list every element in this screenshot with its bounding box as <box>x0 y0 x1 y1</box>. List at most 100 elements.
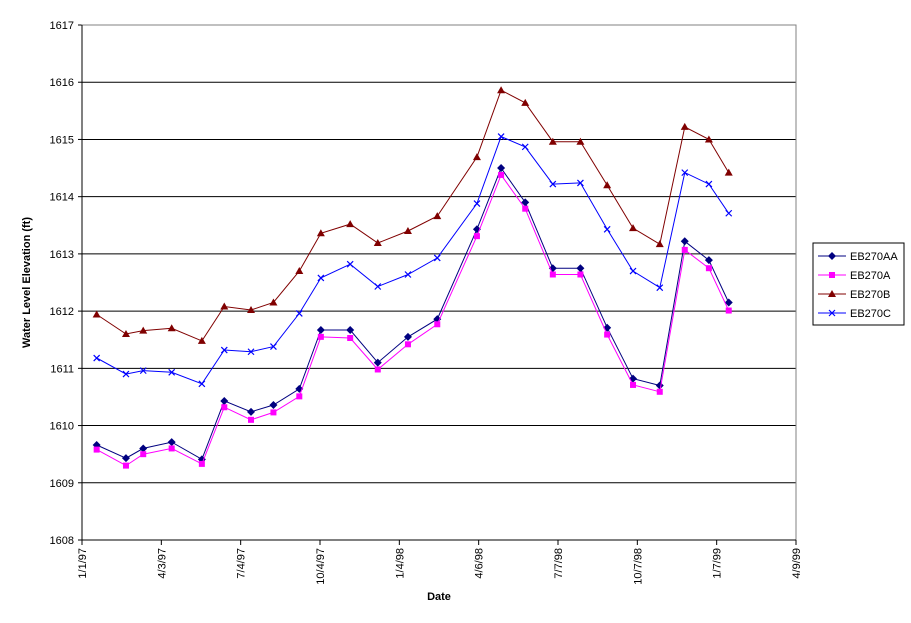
data-point <box>433 254 441 262</box>
data-point <box>725 209 733 217</box>
data-point <box>680 237 689 246</box>
data-point <box>269 298 278 306</box>
data-point <box>522 205 529 212</box>
data-point <box>655 240 664 248</box>
legend-item: EB270B <box>818 289 890 301</box>
data-point <box>577 271 584 278</box>
data-point <box>198 460 205 467</box>
legend-item: EB270A <box>818 270 891 282</box>
x-tick-label: 1/1/97 <box>77 548 89 579</box>
x-tick-label: 7/4/97 <box>236 548 248 579</box>
data-point <box>373 239 382 247</box>
series-eb270c <box>93 133 733 388</box>
data-point <box>603 181 612 189</box>
data-point <box>167 324 176 332</box>
legend-label: EB270B <box>850 289 890 301</box>
data-point <box>346 260 354 268</box>
data-point <box>374 366 381 373</box>
series-group <box>92 86 733 469</box>
data-point <box>93 446 100 453</box>
data-point <box>704 256 713 265</box>
data-point <box>270 409 277 416</box>
tick-labels: 1608 1609 1610 1611 1612 1613 1614 1615 1616 1617… <box>50 20 803 585</box>
data-point <box>521 198 530 207</box>
x-axis-title: Date <box>427 591 451 603</box>
data-point <box>317 333 324 340</box>
y-tick-label: 1612 <box>50 306 74 318</box>
data-point <box>576 264 585 273</box>
data-point <box>472 153 481 161</box>
data-point <box>122 370 130 378</box>
y-tick-label: 1608 <box>50 535 74 547</box>
data-point <box>403 227 412 234</box>
y-tick-label: 1611 <box>50 363 74 375</box>
data-point <box>317 274 325 282</box>
data-point <box>434 321 441 328</box>
data-point <box>473 200 481 207</box>
data-point <box>197 336 206 344</box>
series-line <box>96 167 730 461</box>
x-tick-label: 4/6/98 <box>474 548 486 579</box>
y-tick-label: 1615 <box>50 134 74 146</box>
data-point <box>316 325 325 334</box>
legend: EB270AA EB270A EB270B EB270C <box>812 242 905 326</box>
legend-item: EB270AA <box>818 251 898 263</box>
legend-marker <box>828 309 836 317</box>
data-point <box>93 354 101 362</box>
data-point <box>521 143 529 151</box>
legend-label: EB270A <box>850 270 891 282</box>
x-tick-label: 1/4/98 <box>394 548 406 579</box>
data-point <box>704 135 713 143</box>
data-point <box>92 310 101 318</box>
data-point <box>603 225 611 233</box>
data-point <box>374 283 382 290</box>
data-point <box>139 367 147 375</box>
data-point <box>168 445 175 452</box>
series-eb270b <box>92 86 733 344</box>
legend-box <box>812 242 905 326</box>
data-point <box>656 388 663 395</box>
data-point <box>548 137 557 145</box>
legend-marker <box>828 252 836 260</box>
data-point <box>220 396 229 405</box>
y-tick-label: 1616 <box>50 77 74 89</box>
x-tick-label: 1/7/99 <box>712 548 724 579</box>
data-point <box>121 454 130 463</box>
series-line <box>96 173 730 467</box>
data-point <box>629 224 638 232</box>
data-point <box>604 331 611 338</box>
data-point <box>346 325 355 334</box>
data-point <box>497 86 506 94</box>
data-point <box>295 267 304 275</box>
data-point <box>221 404 228 411</box>
data-point <box>629 267 637 275</box>
data-point <box>630 381 637 388</box>
series-eb270a <box>93 171 732 469</box>
y-axis-title: Water Level Elevation (ft) <box>21 217 33 348</box>
data-point <box>724 168 733 176</box>
data-point <box>498 171 505 178</box>
data-point <box>121 330 130 337</box>
series-line <box>96 89 730 342</box>
data-point <box>681 169 689 177</box>
y-tick-label: 1617 <box>50 20 74 32</box>
data-point <box>549 271 556 278</box>
y-tick-label: 1614 <box>50 192 74 204</box>
data-point <box>655 381 664 390</box>
x-tick-label: 7/7/98 <box>553 548 565 579</box>
data-point <box>220 302 229 310</box>
data-point <box>139 326 148 334</box>
legend-marker <box>828 290 836 297</box>
data-point <box>248 416 255 423</box>
y-tick-label: 1613 <box>50 249 74 261</box>
legend-marker <box>829 272 835 278</box>
data-point <box>247 407 256 416</box>
data-point <box>346 220 355 228</box>
data-point <box>725 307 732 314</box>
data-point <box>347 335 354 342</box>
data-point <box>497 133 505 141</box>
y-tick-label: 1610 <box>50 421 74 433</box>
data-point <box>247 305 256 313</box>
data-point <box>247 348 255 356</box>
